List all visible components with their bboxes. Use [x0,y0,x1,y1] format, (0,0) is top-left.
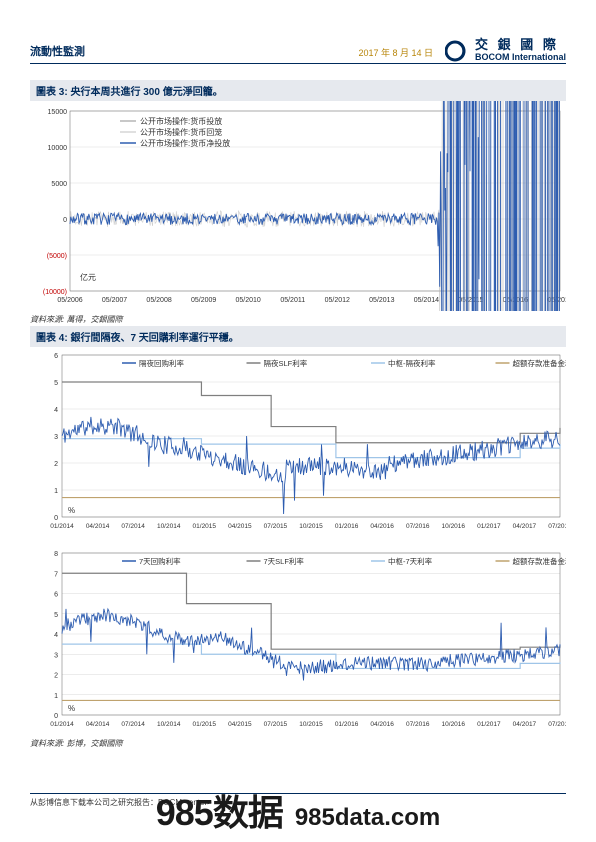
svg-text:10/2016: 10/2016 [442,523,466,530]
svg-text:07/2015: 07/2015 [264,721,288,728]
svg-text:(5000): (5000) [47,253,67,260]
svg-text:%: % [68,704,75,713]
svg-text:07/2017: 07/2017 [548,721,566,728]
svg-text:0: 0 [54,713,58,720]
svg-text:01/2016: 01/2016 [335,721,359,728]
svg-text:04/2014: 04/2014 [86,523,110,530]
svg-text:10/2015: 10/2015 [299,523,323,530]
watermark-url: 985data.com [295,804,440,832]
svg-text:01/2015: 01/2015 [193,721,217,728]
svg-text:(10000): (10000) [43,289,67,296]
chart3-canvas: (10000) (5000) 0 5000 10000 15000 05/2006 05/20… [30,101,566,311]
svg-text:05/2014: 05/2014 [414,297,439,304]
chart4-source: 資料來源: 彭博，交銀國際 [30,738,566,749]
svg-text:10/2014: 10/2014 [157,523,181,530]
report-date: 2017 年 8 月 14 日 [358,46,433,63]
svg-text:04/2016: 04/2016 [370,721,394,728]
svg-text:05/2015: 05/2015 [458,297,483,304]
svg-text:10/2015: 10/2015 [299,721,323,728]
logo-cn: 交 銀 國 際 [475,38,559,51]
svg-text:7天SLF利率: 7天SLF利率 [264,556,305,566]
svg-text:公开市场操作:货币净投放: 公开市场操作:货币净投放 [140,138,230,148]
svg-text:0: 0 [63,217,67,224]
svg-text:05/2013: 05/2013 [369,297,394,304]
svg-text:07/2016: 07/2016 [406,523,430,530]
svg-text:中枢-隔夜利率: 中枢-隔夜利率 [388,358,436,368]
svg-text:5: 5 [54,380,58,387]
svg-text:中枢-7天利率: 中枢-7天利率 [388,556,433,566]
svg-text:公开市场操作:货币回笼: 公开市场操作:货币回笼 [140,127,222,137]
svg-text:01/2017: 01/2017 [477,721,501,728]
svg-text:7天回购利率: 7天回购利率 [139,556,181,566]
svg-text:3: 3 [54,434,58,441]
page-header: 流動性監測 2017 年 8 月 14 日 交 銀 國 際 BOCOM Inte… [30,32,566,64]
svg-text:15000: 15000 [48,109,68,116]
svg-text:超额存款准备金利率: 超额存款准备金利率 [513,556,567,566]
svg-text:0: 0 [54,515,58,522]
watermark-text: 985数据 [156,784,283,836]
chart3-title: 圖表 3: 央行本周共進行 300 億元淨回籠。 [30,80,566,101]
watermark: 985数据 985data.com [0,784,596,836]
svg-text:10000: 10000 [48,145,68,152]
page-footer: 从彭博信息下载本公司之研究报告：BOCM <enter> [30,793,566,808]
svg-text:04/2015: 04/2015 [228,523,252,530]
svg-text:1: 1 [54,693,58,700]
svg-text:3: 3 [54,652,58,659]
svg-text:05/2008: 05/2008 [146,297,171,304]
svg-text:05/2010: 05/2010 [236,297,261,304]
svg-text:%: % [68,506,75,515]
svg-text:07/2014: 07/2014 [121,721,145,728]
svg-text:4: 4 [54,407,58,414]
svg-text:04/2015: 04/2015 [228,721,252,728]
svg-text:05/2007: 05/2007 [102,297,127,304]
svg-text:1: 1 [54,488,58,495]
svg-text:05/2006: 05/2006 [57,297,82,304]
svg-text:05/2009: 05/2009 [191,297,216,304]
svg-text:10/2014: 10/2014 [157,721,181,728]
svg-text:04/2017: 04/2017 [513,523,537,530]
svg-text:2: 2 [54,461,58,468]
svg-text:07/2016: 07/2016 [406,721,430,728]
svg-text:01/2015: 01/2015 [193,523,217,530]
svg-text:05/2011: 05/2011 [280,297,305,304]
logo-text: 交 銀 國 際 BOCOM International [475,38,566,63]
svg-text:2: 2 [54,673,58,680]
svg-text:公开市场操作:货币投放: 公开市场操作:货币投放 [140,116,222,126]
svg-text:01/2016: 01/2016 [335,523,359,530]
chart3-block: 圖表 3: 央行本周共進行 300 億元淨回籠。 (10000)(5000)05… [30,80,566,325]
svg-text:07/2015: 07/2015 [264,523,288,530]
svg-text:10/2016: 10/2016 [442,721,466,728]
svg-text:04/2017: 04/2017 [513,721,537,728]
svg-text:01/2014: 01/2014 [50,523,74,530]
svg-text:5: 5 [54,612,58,619]
svg-text:01/2014: 01/2014 [50,721,74,728]
svg-text:04/2014: 04/2014 [86,721,110,728]
svg-text:6: 6 [54,353,58,360]
svg-text:07/2017: 07/2017 [548,523,566,530]
svg-text:07/2014: 07/2014 [121,523,145,530]
svg-text:05/2012: 05/2012 [325,297,350,304]
chart4-panel-a: 0 1 2 3 4 5 6 01/2014 04/2014 07/2014 10/2014 01/20… [30,347,566,537]
svg-text:5000: 5000 [51,181,67,188]
bocom-logo-icon [445,39,469,63]
chart3-source: 資料來源: 萬得，交銀國際 [30,314,566,325]
svg-text:超额存款准备金利率: 超额存款准备金利率 [513,358,567,368]
svg-text:6: 6 [54,592,58,599]
footer-text: 从彭博信息下载本公司之研究报告：BOCM <enter> [30,798,212,807]
svg-text:亿元: 亿元 [80,272,96,282]
svg-text:隔夜回购利率: 隔夜回购利率 [139,358,184,368]
svg-text:隔夜SLF利率: 隔夜SLF利率 [264,358,308,368]
chart4-block: 圖表 4: 銀行間隔夜、7 天回購利率運行平穩。 012345601/20140… [30,326,566,749]
header-right: 2017 年 8 月 14 日 交 銀 國 際 BOCOM Internatio… [358,38,566,63]
chart4-title: 圖表 4: 銀行間隔夜、7 天回購利率運行平穩。 [30,326,566,347]
svg-text:4: 4 [54,632,58,639]
svg-text:04/2016: 04/2016 [370,523,394,530]
chart4-panel-b: 0 1 2 3 4 5 6 7 8 01/2014 04/2014 07/2014 10/2014 01/… [30,545,566,735]
section-title: 流動性監測 [30,43,85,63]
logo-en: BOCOM International [475,53,566,62]
svg-text:7: 7 [54,571,58,578]
svg-text:8: 8 [54,551,58,558]
svg-text:01/2017: 01/2017 [477,523,501,530]
